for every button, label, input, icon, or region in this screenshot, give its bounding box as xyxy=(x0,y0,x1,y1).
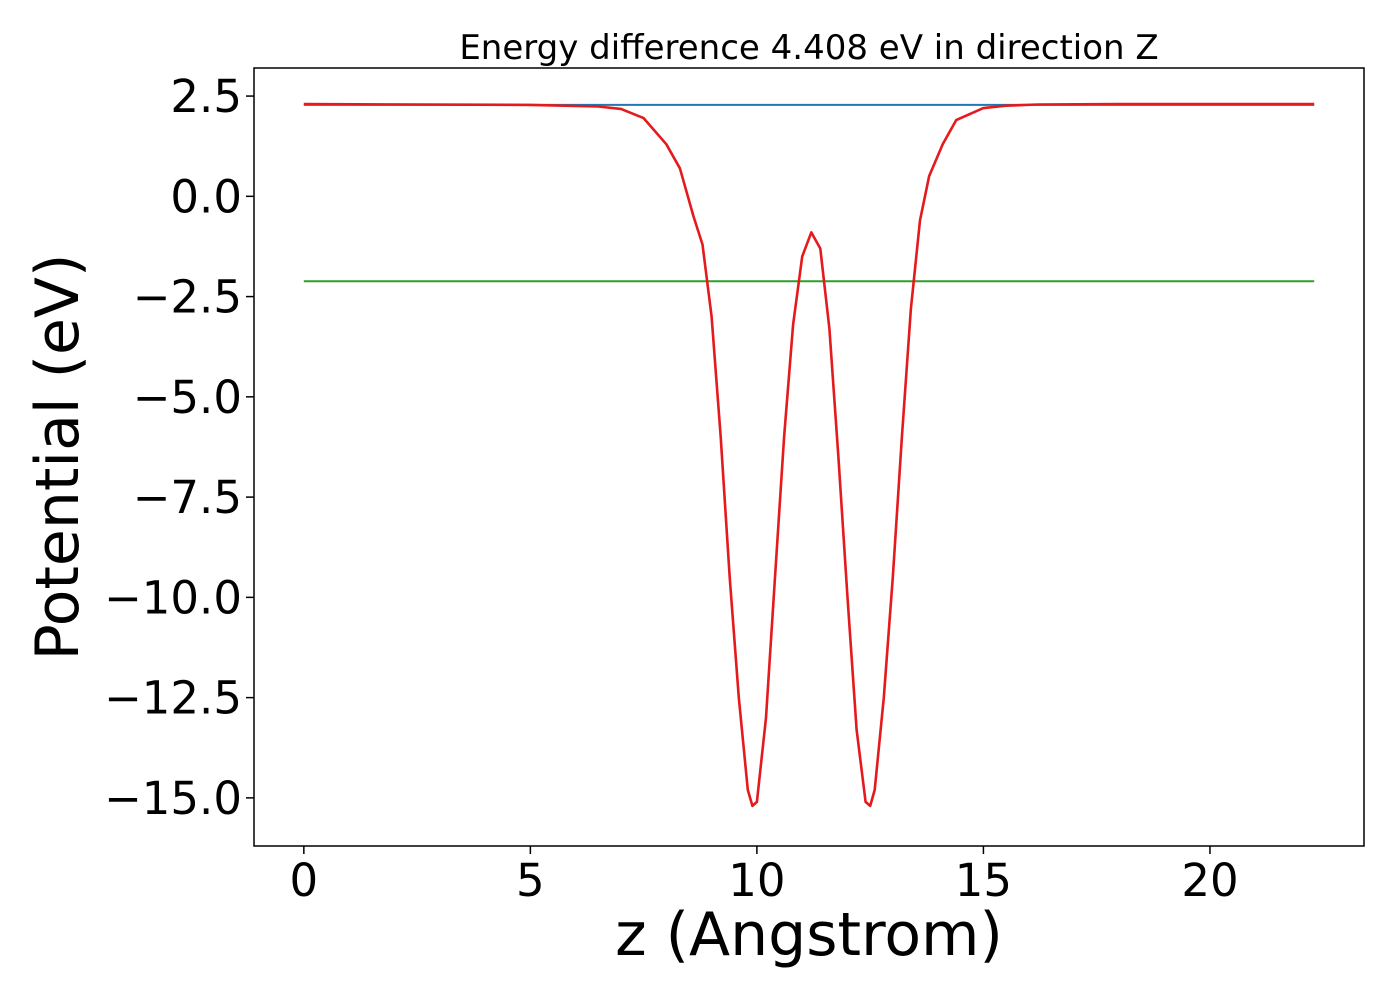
x-tick-label: 20 xyxy=(1181,854,1238,907)
y-tick-label: −15.0 xyxy=(104,772,242,825)
plot-frame xyxy=(253,67,1365,847)
y-tick-label: 0.0 xyxy=(170,170,242,223)
chart-title: Energy difference 4.408 eV in direction … xyxy=(459,28,1158,68)
series-line-3 xyxy=(303,102,1315,808)
y-axis-label: Potential (eV) xyxy=(23,254,93,661)
y-tick-label: −12.5 xyxy=(104,672,242,725)
x-tick-label: 10 xyxy=(728,854,785,907)
x-tick-label: 5 xyxy=(516,854,545,907)
y-tick-label: −7.5 xyxy=(133,471,242,524)
y-tick-label: −5.0 xyxy=(133,371,242,424)
x-tick-label: 15 xyxy=(955,854,1012,907)
x-axis-label: z (Angstrom) xyxy=(615,900,1003,970)
series-lines xyxy=(303,102,1315,808)
axis-ticks: 0 5 10 15 20 2.5 0.0 −2.5 −5.0 −7.5 −10.0 −12.5 −15.… xyxy=(104,70,1238,907)
y-tick-label: −10.0 xyxy=(104,571,242,624)
y-tick-label: 2.5 xyxy=(170,70,242,123)
y-tick-label: −2.5 xyxy=(133,271,242,324)
x-tick-label: 0 xyxy=(290,854,319,907)
